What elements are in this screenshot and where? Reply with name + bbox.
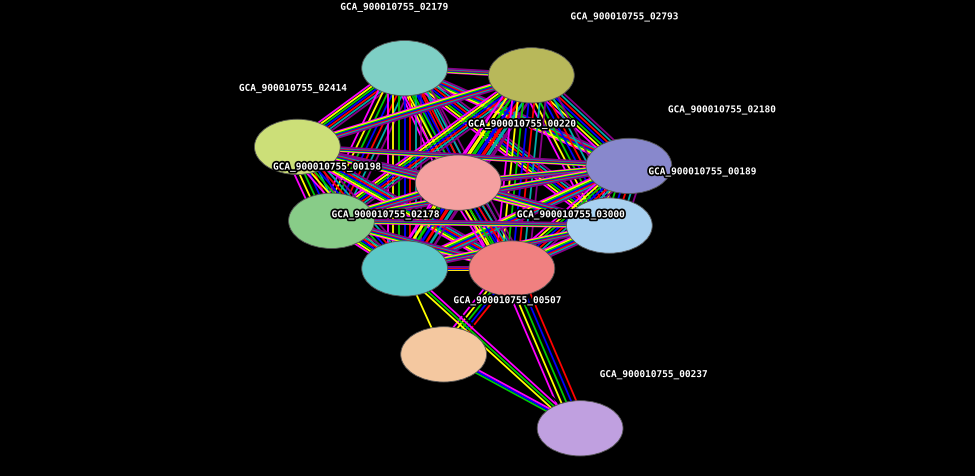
Text: GCA_900010755_02178: GCA_900010755_02178 bbox=[332, 211, 441, 220]
Text: GCA_900010755_00237: GCA_900010755_00237 bbox=[600, 370, 709, 379]
Ellipse shape bbox=[289, 194, 374, 249]
Ellipse shape bbox=[362, 241, 448, 297]
Text: GCA_900010755_00507: GCA_900010755_00507 bbox=[453, 297, 563, 306]
Text: GCA_900010755_02414: GCA_900010755_02414 bbox=[239, 85, 348, 94]
Text: GCA_900010755_00198: GCA_900010755_00198 bbox=[273, 163, 382, 172]
Text: GCA_900010755_00220: GCA_900010755_00220 bbox=[468, 120, 577, 129]
Text: GCA_900010755_03000: GCA_900010755_03000 bbox=[517, 211, 626, 220]
Ellipse shape bbox=[254, 120, 340, 175]
Ellipse shape bbox=[566, 198, 652, 254]
Ellipse shape bbox=[401, 327, 487, 382]
Ellipse shape bbox=[362, 41, 448, 97]
Text: GCA_900010755_02180: GCA_900010755_02180 bbox=[668, 106, 777, 115]
Text: GCA_900010755_02179: GCA_900010755_02179 bbox=[340, 4, 449, 13]
Ellipse shape bbox=[586, 139, 672, 194]
Text: GCA_900010755_02793: GCA_900010755_02793 bbox=[570, 13, 680, 22]
Ellipse shape bbox=[415, 156, 501, 211]
Ellipse shape bbox=[469, 241, 555, 297]
Text: GCA_900010755_00189: GCA_900010755_00189 bbox=[648, 168, 758, 177]
Ellipse shape bbox=[488, 49, 574, 104]
Ellipse shape bbox=[537, 401, 623, 456]
